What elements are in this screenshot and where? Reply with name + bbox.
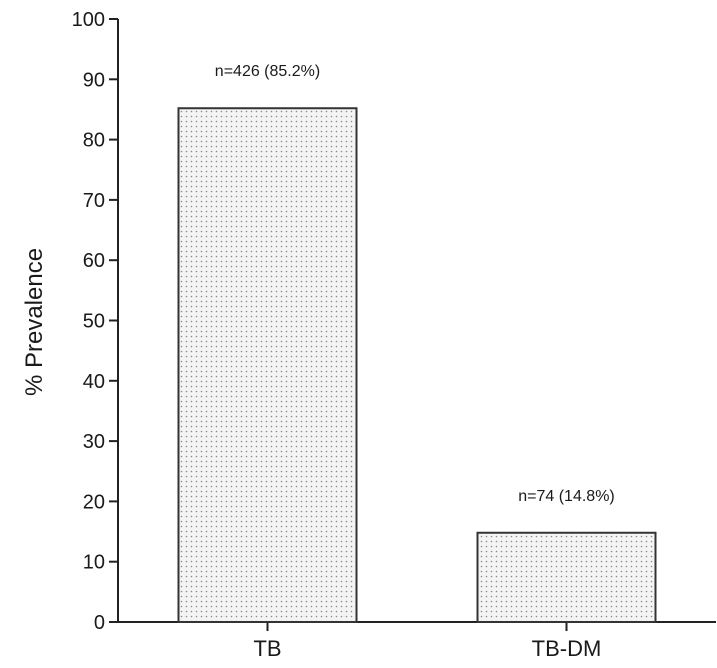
y-tick-label: 70 bbox=[83, 190, 105, 212]
y-axis: 0 10 20 30 40 50 60 70 80 90 100 bbox=[72, 9, 119, 634]
y-tick-label: 60 bbox=[83, 250, 105, 272]
x-tick-label: TB bbox=[253, 636, 281, 661]
x-axis: TB TB-DM bbox=[118, 621, 716, 661]
y-tick-label: 10 bbox=[83, 552, 105, 574]
y-tick-label: 90 bbox=[83, 69, 105, 91]
y-tick-label: 40 bbox=[83, 371, 105, 393]
data-label: n=74 (14.8%) bbox=[518, 488, 615, 505]
bars bbox=[177, 107, 657, 623]
y-tick-label: 100 bbox=[72, 9, 105, 31]
y-tick-label: 50 bbox=[83, 311, 105, 333]
data-label: n=426 (85.2%) bbox=[215, 63, 320, 80]
y-tick-label: 80 bbox=[83, 130, 105, 152]
y-axis-title: % Prevalence bbox=[21, 248, 48, 396]
y-tick-label: 0 bbox=[94, 612, 105, 634]
y-tick-label: 20 bbox=[83, 491, 105, 513]
bar-tb bbox=[177, 107, 358, 623]
y-tick-label: 30 bbox=[83, 431, 105, 453]
x-tick-label: TB-DM bbox=[532, 636, 602, 661]
data-labels: n=426 (85.2%) n=74 (14.8%) bbox=[215, 63, 615, 505]
bar-tb-dm bbox=[476, 531, 657, 623]
